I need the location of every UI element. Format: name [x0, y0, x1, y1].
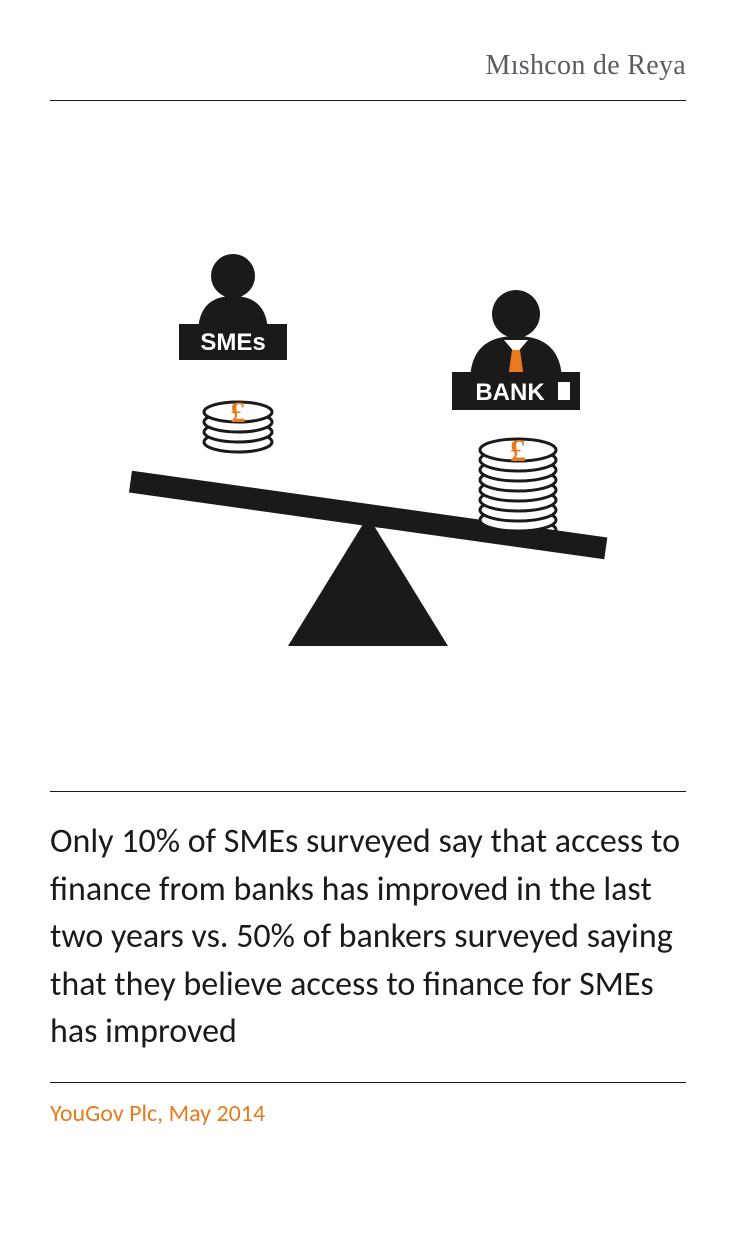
bank-figure: BANK [452, 290, 580, 410]
header: Mıshcon de Reya [50, 50, 686, 100]
bank-door-icon [558, 382, 570, 400]
sme-figure: SMEs [179, 254, 287, 360]
seesaw-svg: SMEs £ BANK [88, 196, 648, 696]
body-text: Only 10% of SMEs surveyed say that acces… [50, 792, 686, 1082]
sme-label: SMEs [200, 329, 265, 356]
fulcrum-icon [288, 516, 448, 646]
person-head-icon [211, 254, 255, 298]
bank-label: BANK [475, 379, 545, 406]
brand-logo: Mıshcon de Reya [486, 50, 686, 81]
pound-symbol: £ [510, 432, 526, 468]
sme-coins: £ [204, 396, 272, 452]
pound-symbol: £ [231, 396, 246, 429]
seesaw-illustration: SMEs £ BANK [50, 101, 686, 791]
source-text: YouGov Plc, May 2014 [50, 1083, 686, 1128]
bank-coins: £ [480, 432, 556, 541]
person-head-icon [492, 290, 540, 338]
